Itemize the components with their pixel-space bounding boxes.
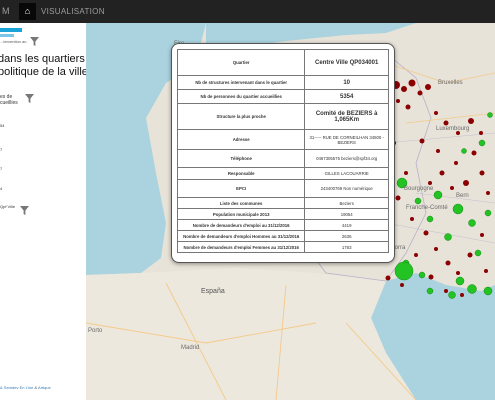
table-cell-value: 243400769 Non numérique [304, 179, 389, 198]
footer-separator: & [33, 385, 39, 390]
progress-bar [0, 28, 22, 32]
progress-bar-secondary [0, 34, 14, 37]
table-row: Téléphone 0467305575 beziers@spf34.org [176, 149, 389, 168]
sidebar-subtitle: es de cueillies [0, 94, 18, 106]
table-cell-key: EPCI [176, 179, 306, 198]
map-label-porto: Porto [88, 328, 103, 334]
list-item[interactable]: 4 [0, 186, 3, 191]
footer-link[interactable]: & Semdev En Lïne [0, 385, 34, 390]
map-label-bruxelles: Bruxelles [438, 80, 463, 86]
sidebar: ...tervention au dans les quartiers poli… [0, 23, 86, 400]
sidebar-title: dans les quartiers politique de la ville [0, 53, 86, 78]
table-cell-key: Nombre de demandeurs d'emploi au 31/12/2… [176, 219, 306, 231]
table-cell-key: Population municipale 2013 [176, 208, 306, 220]
table-cell-key: Téléphone [176, 149, 306, 168]
table-cell-key: Nb de personnes du quartier accueillies [176, 89, 306, 104]
table-row: Nb de structures intervenant dans le qua… [176, 75, 389, 90]
table-row: Liste des communes Beziers [176, 197, 389, 209]
map-label-espana: España [201, 288, 225, 295]
filter-icon[interactable] [25, 94, 34, 103]
map-label-madrid: Madrid [181, 345, 200, 351]
filter-icon[interactable] [20, 206, 29, 215]
table-cell-value: 2636 [304, 230, 389, 242]
footer-link[interactable]: Artique [38, 385, 51, 390]
table-row: Structure la plus proche Comité de BEZIE… [176, 103, 389, 130]
table-cell-key: Adresse [176, 129, 306, 150]
sidebar-subtitle-line-2: cueillies [0, 100, 18, 106]
table-row: Nombre de demandeurs d'emploi Femmes au … [176, 241, 389, 253]
table-cell-value: 19054 [304, 208, 389, 220]
table-cell-value: Comité de BEZIERS à 1,065Km [304, 103, 389, 130]
table-cell-value: 1783 [304, 241, 389, 253]
map-label-bern: Bern [456, 193, 469, 199]
table-cell-key: Nb de structures intervenant dans le qua… [176, 75, 306, 90]
table-cell-value: 4419 [304, 219, 389, 231]
table-row: Adresse 31----- RUE DE CORNEILHAN 34500 … [176, 129, 389, 150]
sidebar-footer: & Semdev En Lïne & Artique [0, 385, 51, 390]
table-row: Responsable GILLES LACOUARRIE [176, 167, 389, 180]
table-cell-value: GILLES LACOUARRIE [304, 167, 389, 180]
table-cell-key: Structure la plus proche [176, 103, 306, 130]
map-label-franche-comte: Franche-Comté [406, 205, 448, 211]
brand-logo[interactable]: M [2, 6, 10, 16]
map-label-bourgogne: Bourgogne [404, 186, 434, 192]
sidebar-subtitle-line-1: es de [0, 94, 13, 100]
list-item[interactable]: Qpf Ville [0, 204, 16, 209]
home-icon[interactable]: ⌂ [19, 3, 36, 20]
table-cell-key: Nombre de demandeurs d'emploi Femmes au … [176, 241, 306, 253]
top-navbar: M ⌂ VISUALISATION [0, 0, 495, 23]
table-cell-key: Liste des communes [176, 197, 306, 209]
map-label-luxembourg: Luxembourg [436, 126, 470, 132]
table-cell-value: 0467305575 beziers@spf34.org [304, 149, 389, 168]
table-cell-key: Nombre de demandeurs d'emploi Hommes au … [176, 230, 306, 242]
list-item[interactable]: 7 [0, 147, 3, 152]
table-row: EPCI 243400769 Non numérique [176, 179, 389, 198]
table-cell-value: 5354 [304, 89, 389, 104]
table-row: Nb de personnes du quartier accueillies … [176, 89, 389, 104]
filter-icon[interactable] [30, 37, 39, 46]
list-item[interactable]: 7 [0, 166, 3, 171]
table-row: Quartier Centre Ville QP034001 [176, 49, 389, 76]
table-row: Nombre de demandeurs d'emploi Hommes au … [176, 230, 389, 242]
table-cell-key: Responsable [176, 167, 306, 180]
table-cell-value: Centre Ville QP034001 [304, 49, 389, 76]
table-cell-value: 31----- RUE DE CORNEILHAN 34500 - BEZIER… [304, 129, 389, 150]
table-cell-key: Quartier [176, 49, 306, 76]
table-cell-value: 10 [304, 75, 389, 90]
info-popup: Quartier Centre Ville QP034001 Nb de str… [171, 43, 395, 263]
table-cell-value: Beziers [304, 197, 389, 209]
table-row: Nombre de demandeurs d'emploi au 31/12/2… [176, 219, 389, 231]
nav-visualisation[interactable]: VISUALISATION [41, 7, 105, 16]
table-row: Population municipale 2013 19054 [176, 208, 389, 220]
info-table: Quartier Centre Ville QP034001 Nb de str… [176, 49, 389, 253]
sidebar-filter-label: ...tervention au [0, 39, 27, 44]
list-item[interactable]: 54 [0, 123, 5, 128]
